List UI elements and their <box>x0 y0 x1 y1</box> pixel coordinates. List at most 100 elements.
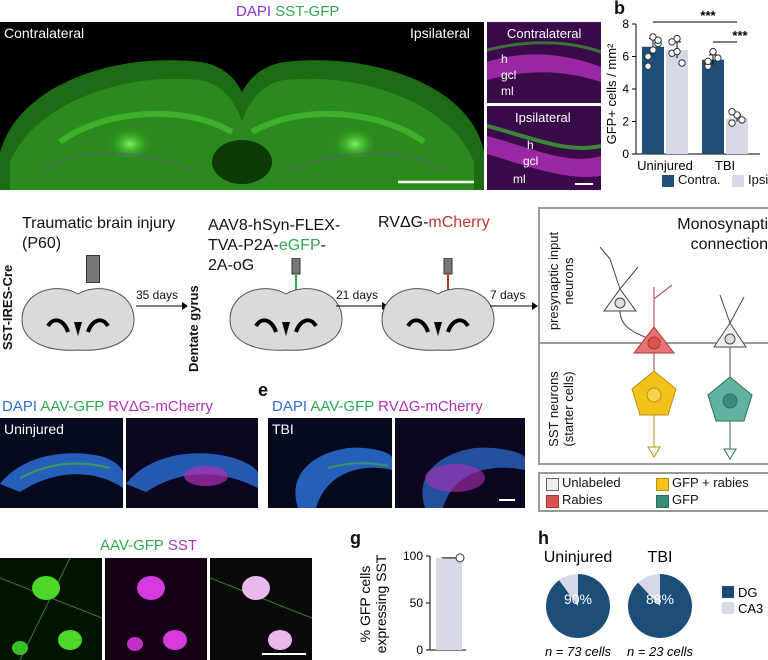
legend-ca3-swatch <box>722 602 734 614</box>
arrow1-label: 35 days <box>136 288 179 302</box>
inset-bottom-title: Ipsilateral <box>515 110 571 125</box>
chart-b-marks: 0 2 4 6 8 Uninjured TBI <box>622 17 760 173</box>
f-image-sst <box>105 558 207 660</box>
chart-b-point <box>733 111 741 119</box>
label-ipsilateral: Ipsilateral <box>410 25 470 41</box>
brain-section-drawing <box>0 60 484 190</box>
arrow3-label: 7 days <box>490 288 526 302</box>
chart-b-point <box>649 33 657 41</box>
chart-b-point <box>654 36 662 44</box>
legend-ipsi-swatch <box>732 175 744 187</box>
chart-b-point <box>714 54 722 62</box>
chart-b-bar <box>726 118 748 154</box>
chart-b-point <box>704 57 712 66</box>
chart-b-point <box>673 34 681 43</box>
d-legend-rv: RVΔG-mCherry <box>108 398 213 415</box>
f-image-merge <box>210 558 312 660</box>
layer-h-bottom: h <box>527 138 534 152</box>
legend-rabies: Rabies <box>562 492 603 507</box>
f-sst-cells <box>127 576 187 651</box>
chart-b-ytick-label: 8 <box>622 17 629 31</box>
legend-gfp-swatch <box>656 495 669 508</box>
inset-top-title: Contralateral <box>507 26 582 41</box>
f-legend-aav: AAV-GFP <box>100 537 164 554</box>
pie-footnote: n = 73 cells <box>545 644 612 659</box>
chart-b-point <box>728 108 736 116</box>
e-legend-dapi: DAPI <box>272 398 308 415</box>
legend-ipsi-label: Ipsi <box>748 172 768 187</box>
mono-title: Monosynaptic connections <box>677 216 768 253</box>
chart-b-svg: GFP+ cells / mm² 0 2 4 6 8 Uninjured TBI *** *… <box>604 8 760 173</box>
panel-f-legend: AAV-GFP SST <box>100 537 197 554</box>
legend-gfp: GFP <box>672 492 699 507</box>
d-dg-merge <box>126 453 258 492</box>
pie-slice-ca3 <box>559 574 578 606</box>
e-dg-blue-gfp <box>295 447 392 508</box>
sig-star-2: *** <box>732 28 748 43</box>
gfp-rabies-neuron <box>631 370 677 458</box>
legend-contra-swatch <box>662 175 674 187</box>
d-condition-label: Uninjured <box>4 421 64 437</box>
chart-b-point <box>644 52 652 61</box>
pie-slice-ca3 <box>638 574 660 606</box>
step2-label: AAV8-hSyn-FLEX- TVA-P2A-eGFP- 2A-oG <box>208 216 340 276</box>
layer-ml-bottom: ml <box>513 172 526 186</box>
layer-h-top: h <box>501 52 508 66</box>
chart-g-ytick-label: 50 <box>410 596 424 610</box>
step3-rv: RVΔG- <box>378 214 429 231</box>
chart-b-ylabel: GFP+ cells / mm² <box>604 43 619 144</box>
e-image-dapi-gfp: TBI <box>268 418 392 508</box>
legend-contra-label: Contra. <box>678 172 721 187</box>
chart-h-svg: Uninjured 90% n = 73 cells TBI 88% n = 23 cel… <box>544 549 764 659</box>
legend-rabies-swatch <box>546 495 559 508</box>
legend-dapi: DAPI <box>236 3 272 20</box>
legend-unlabeled-swatch <box>546 478 559 491</box>
chart-b-ytick-label: 6 <box>622 50 629 64</box>
step2-line1: AAV8-hSyn-FLEX- <box>208 217 341 234</box>
chart-g-ylabel-line1: % GFP cells <box>357 566 373 643</box>
mono-presynaptic-label: presynaptic input neurons <box>546 231 576 331</box>
chart-b-point <box>678 59 686 67</box>
step2-egfp: eGFP <box>278 237 321 254</box>
d-legend-dapi: DAPI <box>2 398 38 415</box>
step2-dash: - <box>320 237 326 254</box>
f-image-gfp <box>0 558 102 660</box>
panel-h-letter: h <box>538 528 549 548</box>
d-legend-aav: AAV-GFP <box>40 398 104 415</box>
chart-b-point <box>709 47 717 56</box>
brain-coronal-image: Contralateral Ipsilateral <box>0 22 484 190</box>
step3-label: RVΔG-mCherry <box>378 214 490 232</box>
layer-ml-top: ml <box>501 84 514 98</box>
sig-star-1: *** <box>700 8 716 23</box>
mouse-line-label: SST-IRES-Cre <box>0 264 15 350</box>
layer-gcl-bottom: gcl <box>523 154 539 168</box>
panel-e-letter: e <box>258 380 269 400</box>
panel-g-letter: g <box>350 528 361 548</box>
arrow-7-days <box>490 302 538 310</box>
legend-gfp-rabies: GFP + rabies <box>672 475 749 490</box>
chart-g-svg: % GFP cells expressing SST 0 50 100 <box>357 549 466 657</box>
inset-ipsilateral-tissue <box>487 106 601 190</box>
brain-schematic-3 <box>381 258 495 351</box>
chart-g-marks: 0 50 100 <box>403 549 466 657</box>
inset-contralateral-tissue <box>487 22 601 103</box>
legend-sst-gfp: SST-GFP <box>275 3 340 20</box>
pie-center-label: 90% <box>564 591 592 607</box>
chart-b-point <box>673 47 681 56</box>
e-dg-merge <box>422 447 525 508</box>
chart-b-point <box>644 62 652 70</box>
unlabeled-neuron-1 <box>599 246 651 340</box>
gfp-neuron <box>707 376 753 460</box>
mono-legend: Unlabeled Rabies GFP + rabies GFP <box>538 472 768 512</box>
e-legend-rv: RVΔG-mCherry <box>378 398 483 415</box>
brain-schematic-2 <box>229 258 343 351</box>
chart-g-ytick-label: 100 <box>403 549 423 563</box>
chart-b-point <box>738 116 746 124</box>
rabies-neuron <box>632 284 676 371</box>
chart-g-ytick-label: 0 <box>416 643 423 657</box>
arrow2-label: 21 days <box>336 288 379 302</box>
chart-g-bar <box>436 557 462 650</box>
unlabeled-neuron-2 <box>713 294 747 377</box>
arrow-35-days <box>136 302 188 310</box>
step3-mcherry: mCherry <box>428 214 490 231</box>
